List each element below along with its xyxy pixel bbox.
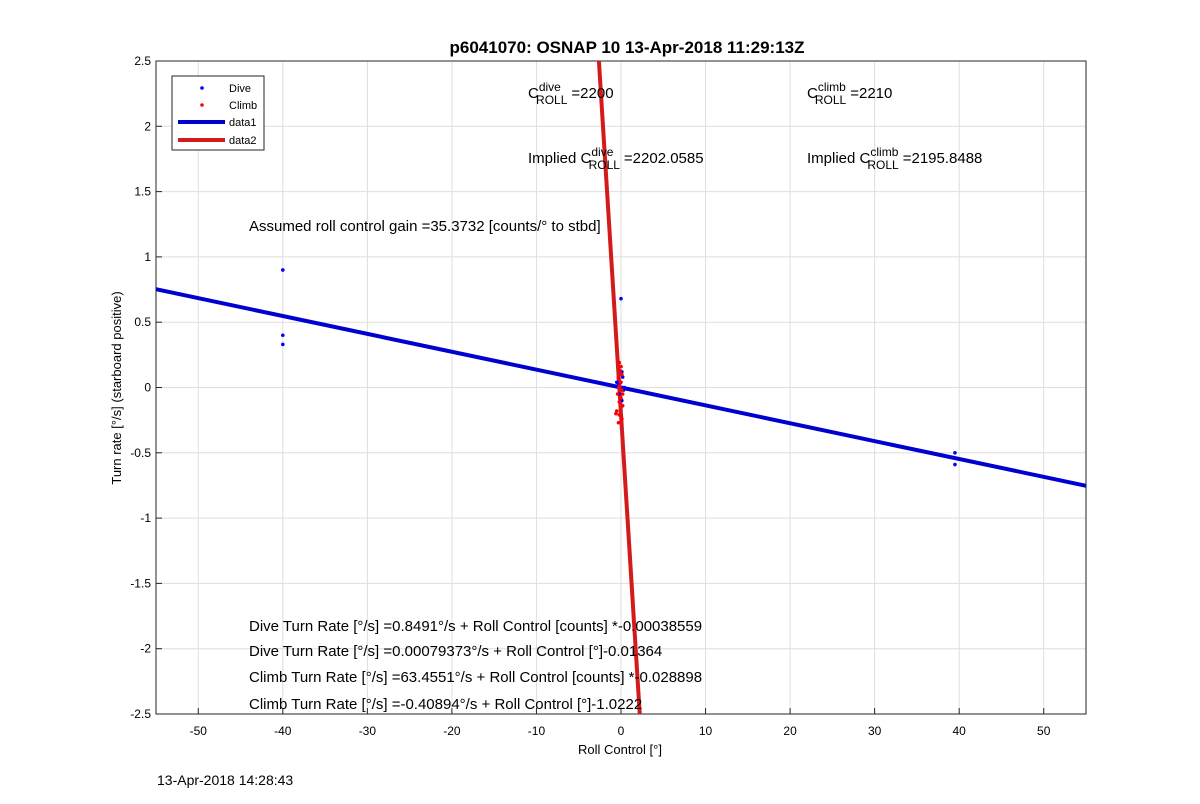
- implied-c-roll-dive-annotation: Implied Cdive ROLL =2202.0585: [528, 145, 704, 172]
- implied-c-roll-dive-annotation-sup: dive: [591, 145, 613, 159]
- y-tick-label: 2: [144, 119, 151, 133]
- y-tick-label: 0: [144, 381, 151, 395]
- c-roll-dive-annotation: Cdive ROLL =2200: [528, 80, 614, 107]
- x-tick-label: 10: [699, 724, 713, 738]
- climb-point: [615, 392, 620, 396]
- climb-point: [617, 400, 622, 404]
- climb-point: [619, 364, 623, 369]
- x-tick-label: -30: [359, 724, 377, 738]
- x-axis-label: Roll Control [°]: [578, 742, 662, 757]
- climb-point: [616, 376, 621, 381]
- legend: Dive Climb data1 data2: [171, 75, 265, 151]
- y-axis-label: Turn rate [°/s] (starboard positive): [109, 291, 124, 484]
- dive-point: [281, 342, 285, 347]
- climb-point: [614, 411, 618, 416]
- x-tick-label: 30: [868, 724, 882, 738]
- climb-point: [618, 368, 622, 373]
- dive-point: [614, 380, 619, 385]
- y-tick-label: 0.5: [134, 315, 151, 329]
- legend-dive-label: Dive: [229, 83, 251, 95]
- y-tick-label: 1.5: [134, 185, 151, 199]
- dive-point: [953, 462, 957, 467]
- dive-point: [281, 268, 285, 272]
- y-tick-label: -2: [140, 642, 151, 656]
- implied-c-roll-climb-annotation-value: =2195.8488: [903, 150, 983, 167]
- climb-counts-equation: Climb Turn Rate [°/s] =63.4551°/s + Roll…: [249, 669, 702, 686]
- climb-point: [616, 420, 621, 425]
- y-tick-label: -1: [140, 511, 151, 525]
- roll-gain-annotation: Assumed roll control gain =35.3732 [coun…: [249, 218, 601, 235]
- climb-point: [617, 360, 622, 365]
- x-tick-label: -40: [274, 724, 292, 738]
- x-tick-label: 40: [953, 724, 967, 738]
- c-roll-dive-annotation-value: =2200: [571, 85, 613, 102]
- legend-dive-marker: [200, 86, 204, 90]
- legend-climb-marker: [200, 103, 204, 107]
- legend-data2-label: data2: [229, 135, 257, 147]
- climb-point: [620, 403, 625, 408]
- x-tick-label: 20: [783, 724, 797, 738]
- implied-c-roll-dive-annotation-sub: ROLL: [589, 158, 621, 172]
- y-tick-label: -1.5: [130, 576, 151, 590]
- series-layer: [155, 60, 1087, 715]
- implied-c-roll-climb-annotation-sub: ROLL: [867, 158, 899, 172]
- x-tick-label: -10: [528, 724, 546, 738]
- c-roll-climb-annotation-sup: climb: [818, 80, 846, 94]
- climb-point: [617, 413, 622, 417]
- implied-c-roll-climb-annotation-sup: climb: [870, 145, 898, 159]
- climb-point: [620, 392, 625, 396]
- c-roll-climb-annotation-sub: ROLL: [815, 93, 847, 107]
- x-tick-label: -50: [190, 724, 208, 738]
- implied-c-roll-dive-annotation-base: Implied C: [528, 150, 592, 167]
- legend-climb-label: Climb: [229, 100, 257, 112]
- x-tick-label: 50: [1037, 724, 1051, 738]
- x-tick-label: 0: [618, 724, 625, 738]
- footer-timestamp: 13-Apr-2018 14:28:43: [157, 772, 294, 788]
- dive-point: [619, 296, 623, 301]
- y-tick-label: 1: [144, 250, 151, 264]
- x-tick-label: -20: [443, 724, 461, 738]
- climb-point: [617, 384, 622, 388]
- dive-point: [953, 451, 957, 455]
- implied-c-roll-dive-annotation-value: =2202.0585: [624, 150, 704, 167]
- climb-point: [620, 388, 624, 392]
- dive-degrees-equation: Dive Turn Rate [°/s] =0.00079373°/s + Ro…: [249, 643, 662, 660]
- c-roll-climb-annotation-value: =2210: [850, 85, 892, 102]
- legend-data1-label: data1: [229, 117, 257, 129]
- c-roll-dive-annotation-sub: ROLL: [536, 93, 568, 107]
- axis-ticks: -50 -40 -30 -20 -10 0 10 20 30 40 50 2.5 2 1.5 1 0.5 0 -0…: [130, 54, 1050, 738]
- y-tick-label: -2.5: [130, 707, 151, 721]
- climb-point: [620, 417, 624, 421]
- implied-c-roll-climb-annotation-base: Implied C: [807, 150, 871, 167]
- climb-point: [619, 396, 623, 400]
- c-roll-dive-annotation-sup: dive: [539, 80, 561, 94]
- implied-c-roll-climb-annotation: Implied Cclimb ROLL =2195.8488: [807, 145, 982, 172]
- y-tick-label: 2.5: [134, 54, 151, 68]
- climb-point: [619, 380, 623, 385]
- chart-title: p6041070: OSNAP 10 13-Apr-2018 11:29:13Z: [450, 38, 805, 57]
- c-roll-climb-annotation: Cclimb ROLL =2210: [807, 80, 892, 107]
- climb-point: [620, 372, 624, 377]
- c-roll-dive-annotation-base: C: [528, 85, 539, 102]
- y-tick-label: -0.5: [130, 446, 151, 460]
- dive-point: [281, 333, 285, 338]
- dive-counts-equation: Dive Turn Rate [°/s] =0.8491°/s + Roll C…: [249, 618, 702, 635]
- legend-box: [171, 75, 265, 151]
- climb-degrees-equation: Climb Turn Rate [°/s] =-0.40894°/s + Rol…: [249, 696, 642, 713]
- c-roll-climb-annotation-base: C: [807, 85, 818, 102]
